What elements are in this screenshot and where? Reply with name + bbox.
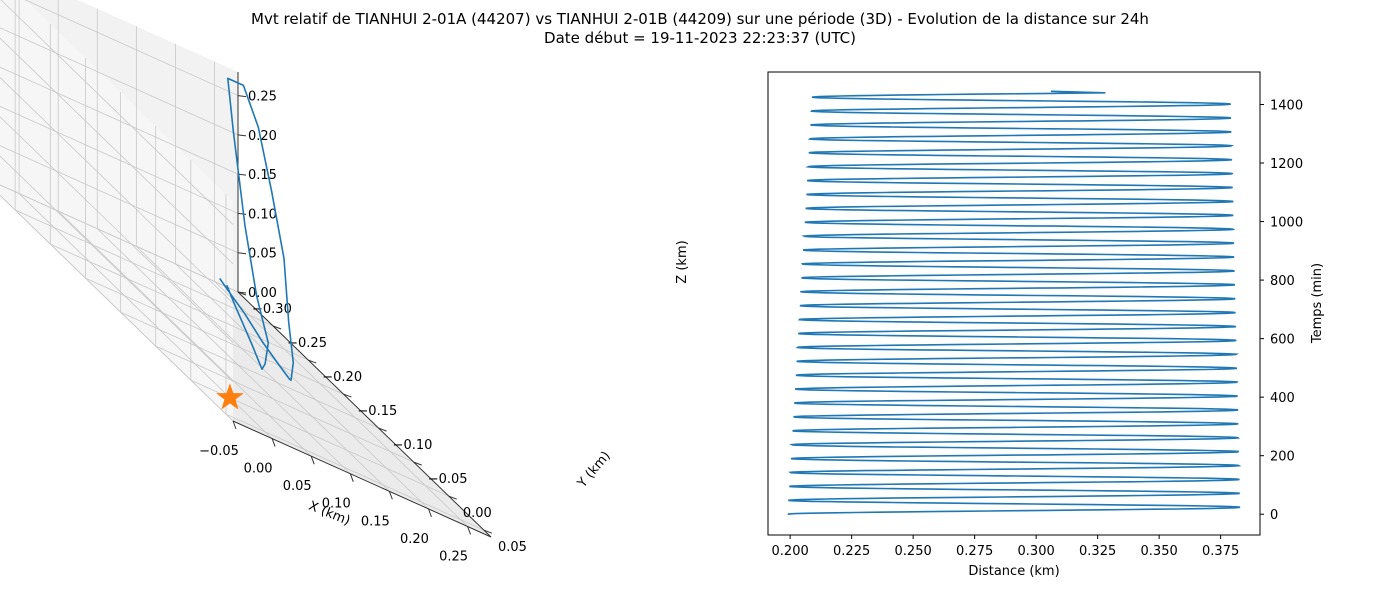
grid-y-floor xyxy=(14,209,274,327)
z-tick-3d xyxy=(237,291,247,294)
grid-z-side xyxy=(0,155,234,383)
grid-y-floor xyxy=(225,413,485,531)
y-tick-label-3d: −0.15 xyxy=(357,404,397,419)
chart-3d-panes xyxy=(0,0,491,537)
y-tick-3d xyxy=(483,529,493,534)
z-tick-3d xyxy=(237,95,247,98)
x-tick-label-3d: 0.10 xyxy=(322,497,351,512)
y-tick-label-3d: 0.05 xyxy=(498,540,527,555)
x-tick-label-2d: 0.250 xyxy=(895,544,932,559)
grid-z-back xyxy=(0,27,239,136)
x-tick-label-3d: 0.15 xyxy=(361,514,390,529)
z-tick-label-3d: 0.00 xyxy=(248,286,277,301)
y-tick-label-3d: −0.10 xyxy=(393,438,433,453)
y-tick-label-2d: 400 xyxy=(1270,391,1295,406)
x-tick-label-2d: 0.350 xyxy=(1141,544,1178,559)
y-tick-label-2d: 800 xyxy=(1270,274,1295,289)
grid-z-back xyxy=(0,105,239,214)
chart-3d-marker xyxy=(216,383,244,410)
x-tick-3d xyxy=(467,526,472,535)
z-tick-label-3d: 0.20 xyxy=(248,129,277,144)
grid-z-side xyxy=(0,0,234,225)
z-tick-3d xyxy=(237,212,247,215)
y-tick-label-2d: 600 xyxy=(1270,333,1295,348)
x-tick-label-3d: −0.05 xyxy=(199,444,239,459)
chart-3d-ticks: −0.050.000.050.100.150.200.250.050.00−0.… xyxy=(199,90,527,565)
grid-y-floor xyxy=(85,277,344,395)
x-tick-3d xyxy=(349,473,354,482)
z-tick-label-3d: 0.15 xyxy=(248,168,277,183)
y-tick-3d xyxy=(308,359,317,364)
grid-y-floor xyxy=(155,345,414,463)
x-tick-label-2d: 0.300 xyxy=(1018,544,1055,559)
grid-z-back xyxy=(0,145,239,254)
trajectory-line-3d xyxy=(219,77,295,382)
y-tick-label-3d: −0.20 xyxy=(322,370,362,385)
y-tick-3d xyxy=(413,461,422,466)
x-tick-label-2d: 0.200 xyxy=(772,544,809,559)
z-axis-label-3d: Z (km) xyxy=(675,240,690,283)
chart-3d: −0.050.000.050.100.150.200.250.050.00−0.… xyxy=(0,0,690,564)
x-tick-3d xyxy=(232,420,237,430)
z-tick-3d xyxy=(237,134,247,137)
z-tick-label-3d: 0.25 xyxy=(248,90,277,105)
chart-2d-x-ticks: 0.200 0.225 0.250 0.275 0.300 0.325 0.350 0.375 xyxy=(772,535,1239,559)
z-tick-3d xyxy=(237,252,247,255)
y-axis-label-3d: Y (km) xyxy=(574,449,613,492)
grid-z-back xyxy=(0,184,239,293)
chart-3d-series xyxy=(219,77,295,382)
y-tick-3d xyxy=(378,427,387,432)
grid-z-back xyxy=(0,66,239,175)
x-tick-label-3d: 0.05 xyxy=(283,479,312,494)
y-tick-label-3d: −0.25 xyxy=(287,336,327,351)
x-tick-label-3d: 0.25 xyxy=(439,549,468,564)
z-tick-label-3d: 0.10 xyxy=(248,207,277,222)
chart-2d: 0.200 0.225 0.250 0.275 0.300 0.325 0.350 0.375… xyxy=(767,71,1325,579)
grid-z-back xyxy=(24,0,239,96)
y-tick-label-2d: 1000 xyxy=(1270,216,1303,231)
y-tick-3d xyxy=(343,393,352,398)
y-tick-3d xyxy=(448,495,458,500)
z-tick-label-3d: 0.05 xyxy=(248,247,277,262)
x-tick-3d xyxy=(310,455,315,465)
y-tick-label-2d: 0 xyxy=(1270,508,1278,523)
x-axis-label-2d: Distance (km) xyxy=(968,564,1059,579)
chart-2d-series-line xyxy=(787,90,1242,515)
chart-2d-y-ticks: 0 200 400 600 800 1000 1200 1400 xyxy=(1260,98,1303,523)
grid-z-side xyxy=(0,76,234,304)
x-tick-3d xyxy=(271,438,276,447)
x-tick-3d xyxy=(388,491,393,500)
x-tick-label-2d: 0.225 xyxy=(833,544,870,559)
chart-2d-frame xyxy=(767,71,1261,536)
figure-title-line-1: Mvt relatif de TIANHUI 2-01A (44207) vs … xyxy=(251,10,1149,28)
y-tick-3d xyxy=(272,325,282,330)
origin-star-marker xyxy=(216,383,244,410)
y-tick-label-3d: 0.00 xyxy=(463,506,492,521)
grid-z-side xyxy=(0,37,234,265)
x-tick-label-2d: 0.275 xyxy=(956,544,993,559)
x-tick-label-3d: 0.00 xyxy=(244,462,273,477)
x-tick-3d xyxy=(427,508,432,518)
grid-z-side xyxy=(0,116,234,343)
figure-title-line-2: Date début = 19-11-2023 22:23:37 (UTC) xyxy=(544,29,856,47)
x-tick-label-2d: 0.325 xyxy=(1079,544,1116,559)
figure-title: Mvt relatif de TIANHUI 2-01A (44207) vs … xyxy=(0,10,1400,48)
grid-y-floor xyxy=(50,243,309,361)
x-tick-label-2d: 0.375 xyxy=(1202,544,1239,559)
y-tick-label-3d: −0.05 xyxy=(428,472,468,487)
y-tick-label-2d: 200 xyxy=(1270,450,1295,465)
grid-z-side xyxy=(0,194,234,422)
chart-3d-grid xyxy=(0,0,485,531)
y-tick-label-3d: −0.30 xyxy=(252,302,292,317)
x-axis-line-3d xyxy=(232,420,492,538)
x-tick-label-3d: 0.20 xyxy=(400,532,429,547)
y-tick-label-2d: 1200 xyxy=(1270,157,1303,172)
grid-y-floor xyxy=(120,311,379,429)
y-axis-label-2d: Temps (min) xyxy=(1310,263,1325,344)
y-tick-label-2d: 1400 xyxy=(1270,98,1303,113)
